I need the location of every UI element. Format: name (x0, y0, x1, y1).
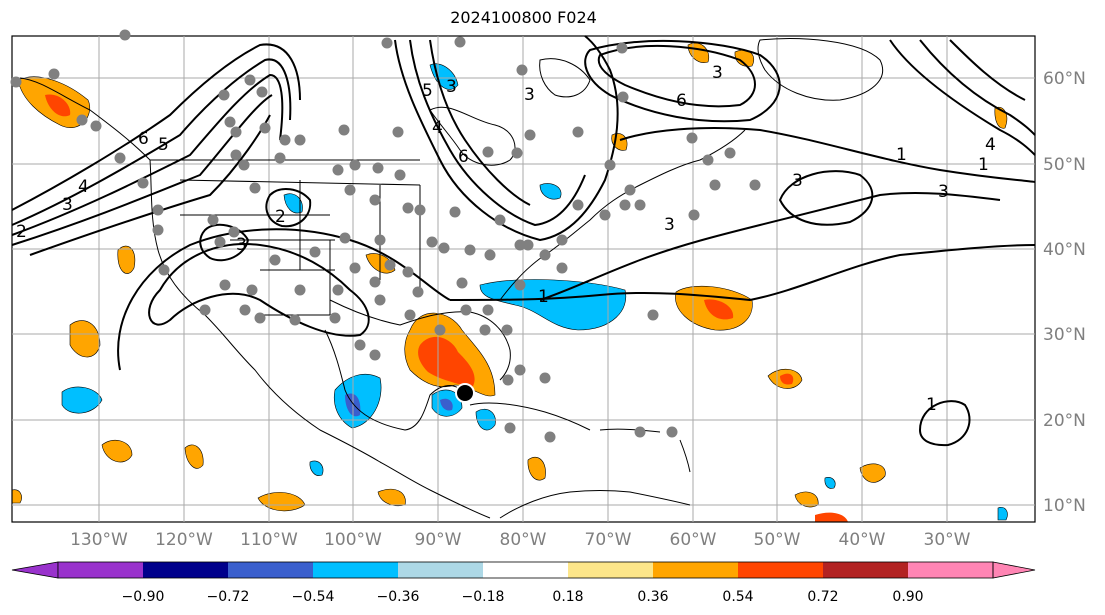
colorbar-bin (143, 562, 228, 578)
contour-label: 4 (432, 118, 443, 138)
contour-label: 3 (664, 215, 675, 235)
storm-center-marker (455, 383, 475, 403)
colorbar-bin (58, 562, 143, 578)
colorbar-bin (483, 562, 568, 578)
colorbar-tick: −0.90 (122, 589, 165, 605)
colorbar-tick: 0.72 (807, 589, 838, 605)
colorbar-bin (313, 562, 398, 578)
lon-label: 130°W (70, 530, 128, 550)
lat-label: 60°N (1043, 69, 1086, 89)
colorbar-tick: −0.54 (292, 589, 335, 605)
contour-label: 6 (138, 129, 149, 149)
lat-label: 30°N (1043, 325, 1086, 345)
lat-label: 20°N (1043, 411, 1086, 431)
contour-label: 5 (422, 81, 433, 101)
colorbar-tick: 0.90 (892, 589, 923, 605)
lon-label: 80°W (500, 530, 547, 550)
colorbar-bin (568, 562, 653, 578)
contour-label: 6 (458, 147, 469, 167)
colorbar-tick: 0.18 (552, 589, 583, 605)
contour-label: 6 (676, 91, 687, 111)
lon-label: 120°W (155, 530, 213, 550)
colorbar-extend-high (992, 561, 1036, 579)
contour-label: 5 (158, 135, 169, 155)
observation-dots (10, 29, 761, 443)
lat-label: 40°N (1043, 240, 1086, 260)
colorbar-tick: −0.36 (377, 589, 420, 605)
map-title: 2024100800 F024 (450, 8, 597, 27)
contour-label: 1 (978, 155, 989, 175)
longitude-labels: 130°W 120°W 110°W 100°W 90°W 80°W 70°W 6… (70, 530, 971, 550)
contour-label: 3 (712, 63, 723, 83)
contour-label: 1 (538, 287, 549, 307)
colorbar-tick: −0.18 (462, 589, 505, 605)
colorbar-tick: 0.36 (637, 589, 668, 605)
colorbar-tick: 0.54 (722, 589, 753, 605)
contour-label: 2 (275, 207, 286, 227)
contour-label: 3 (62, 195, 73, 215)
colorbar-bin (823, 562, 908, 578)
height-contours (11, 35, 1036, 447)
contour-label: 3 (524, 85, 535, 105)
contour-label: 1 (926, 395, 937, 415)
lon-label: 70°W (585, 530, 632, 550)
colorbar-bin (228, 562, 313, 578)
graticule (12, 36, 1035, 522)
shaded-anomalies (11, 42, 1008, 522)
contour-label: 4 (78, 177, 89, 197)
colorbar: −0.90 −0.72 −0.54 −0.36 −0.18 0.18 0.36 … (11, 561, 1036, 605)
lon-label: 30°W (924, 530, 971, 550)
contour-label: 3 (792, 171, 803, 191)
contour-labels: 6 5 4 3 2 1 3 5 4 3 6 3 6 1 3 3 1 2 3 3 … (16, 63, 996, 415)
colorbar-extend-low (11, 561, 59, 579)
contour-label: 4 (985, 135, 996, 155)
colorbar-bin (908, 562, 993, 578)
lon-label: 50°W (754, 530, 801, 550)
lon-label: 100°W (324, 530, 382, 550)
contour-label: 3 (938, 182, 949, 202)
coastlines (19, 38, 883, 519)
latitude-labels: 60°N 50°N 40°N 30°N 20°N 10°N (1043, 69, 1086, 516)
contour-label: 1 (896, 145, 907, 165)
colorbar-tick: −0.72 (207, 589, 250, 605)
lon-label: 110°W (240, 530, 298, 550)
lat-label: 10°N (1043, 496, 1086, 516)
colorbar-bin (653, 562, 738, 578)
lon-label: 40°W (839, 530, 886, 550)
lon-label: 60°W (670, 530, 717, 550)
colorbar-bin (738, 562, 823, 578)
lon-label: 90°W (415, 530, 462, 550)
colorbar-bin (398, 562, 483, 578)
contour-label: 2 (16, 222, 27, 242)
contour-label: 3 (236, 235, 247, 255)
contour-label: 3 (446, 77, 457, 97)
lat-label: 50°N (1043, 155, 1086, 175)
